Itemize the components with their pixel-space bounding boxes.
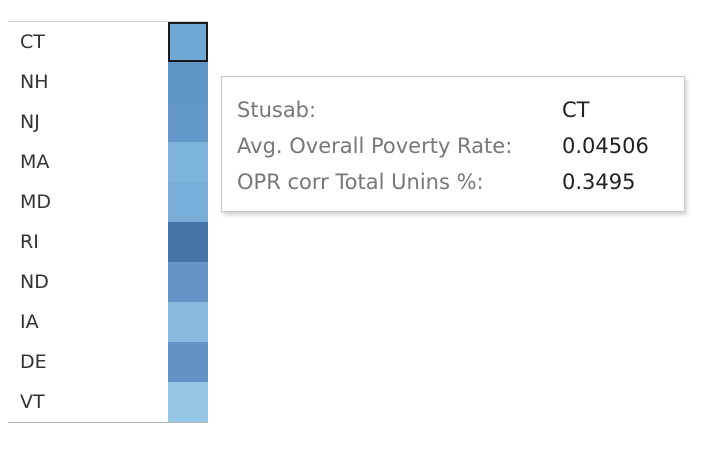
row-label: RI xyxy=(20,231,39,253)
heat-cell[interactable] xyxy=(168,302,208,342)
tooltip: Stusab: CT Avg. Overall Poverty Rate: 0.04… xyxy=(221,76,685,212)
row-label: NH xyxy=(20,71,49,93)
heat-cell[interactable] xyxy=(168,342,208,382)
heat-cell[interactable] xyxy=(168,62,208,102)
table-bottom-border xyxy=(8,422,208,423)
row-label: MD xyxy=(20,191,52,213)
row-label: IA xyxy=(20,311,39,333)
heat-cell[interactable] xyxy=(168,262,208,302)
tooltip-value: 0.04506 xyxy=(562,134,649,158)
tooltip-key: Avg. Overall Poverty Rate: xyxy=(237,134,513,158)
table-row[interactable]: DE xyxy=(8,342,208,382)
table-row[interactable]: CT xyxy=(8,22,208,62)
table-row[interactable]: RI xyxy=(8,222,208,262)
tooltip-row-corr: OPR corr Total Unins %: 0.3495 xyxy=(237,164,635,200)
heat-cell[interactable] xyxy=(168,182,208,222)
heat-cell[interactable] xyxy=(168,102,208,142)
row-label: VT xyxy=(20,391,45,413)
row-label: CT xyxy=(20,31,45,53)
tooltip-row-stusab: Stusab: CT xyxy=(237,92,590,128)
tooltip-value: CT xyxy=(562,98,590,122)
table-row[interactable]: NH xyxy=(8,62,208,102)
table-row[interactable]: IA xyxy=(8,302,208,342)
heat-cell[interactable] xyxy=(168,22,208,62)
table-top-border xyxy=(8,21,208,22)
heat-cell[interactable] xyxy=(168,142,208,182)
tooltip-value: 0.3495 xyxy=(562,170,636,194)
tooltip-key: OPR corr Total Unins %: xyxy=(237,170,484,194)
table-row[interactable]: ND xyxy=(8,262,208,302)
row-label: NJ xyxy=(20,111,40,133)
table-row[interactable]: MA xyxy=(8,142,208,182)
row-label: MA xyxy=(20,151,50,173)
tooltip-key: Stusab: xyxy=(237,98,317,122)
table-row[interactable]: VT xyxy=(8,382,208,422)
heat-cell[interactable] xyxy=(168,382,208,422)
row-label: DE xyxy=(20,351,47,373)
heat-cell[interactable] xyxy=(168,222,208,262)
row-label: ND xyxy=(20,271,49,293)
table-row[interactable]: MD xyxy=(8,182,208,222)
table-row[interactable]: NJ xyxy=(8,102,208,142)
tooltip-row-poverty: Avg. Overall Poverty Rate: 0.04506 xyxy=(237,128,649,164)
